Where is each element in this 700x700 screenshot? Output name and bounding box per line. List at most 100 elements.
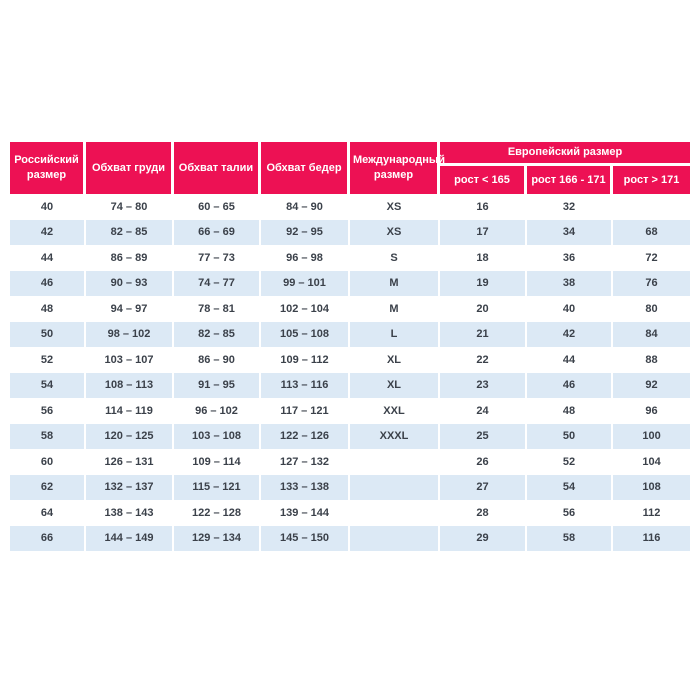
table-cell: 103 – 108 xyxy=(174,423,261,449)
table-cell: 74 – 77 xyxy=(174,270,261,296)
table-cell: 29 xyxy=(440,525,527,551)
table-cell: 129 – 134 xyxy=(174,525,261,551)
table-cell xyxy=(350,474,440,500)
table-cell: 60 xyxy=(10,449,86,475)
table-cell: 98 – 102 xyxy=(86,321,174,347)
table-cell: 109 – 114 xyxy=(174,449,261,475)
table-cell: 122 – 126 xyxy=(261,423,350,449)
table-row: 54 108 – 113 91 – 95 113 – 116 XL 23 46 92 xyxy=(10,372,691,398)
table-cell: 21 xyxy=(440,321,527,347)
table-cell: 88 xyxy=(613,347,691,373)
table-cell: 115 – 121 xyxy=(174,474,261,500)
header-european-size: Европейский размер xyxy=(440,142,691,166)
table-cell: 102 – 104 xyxy=(261,296,350,322)
table-cell: 19 xyxy=(440,270,527,296)
table-cell: 40 xyxy=(10,194,86,220)
table-cell: XS xyxy=(350,219,440,245)
table-cell: 62 xyxy=(10,474,86,500)
table-cell: 34 xyxy=(527,219,613,245)
table-header: Российский размер Обхват груди Обхват та… xyxy=(10,142,691,194)
table-row: 66 144 – 149 129 – 134 145 – 150 29 58 116 xyxy=(10,525,691,551)
table-header-row: Российский размер Обхват груди Обхват та… xyxy=(10,142,691,194)
table-cell: 96 xyxy=(613,398,691,424)
table-cell: 54 xyxy=(10,372,86,398)
table-cell: XXXL xyxy=(350,423,440,449)
table-cell xyxy=(350,449,440,475)
table-cell: 58 xyxy=(527,525,613,551)
table-cell: 90 – 93 xyxy=(86,270,174,296)
table-cell: 138 – 143 xyxy=(86,500,174,526)
table-cell: 20 xyxy=(440,296,527,322)
table-body: 40 74 – 80 60 – 65 84 – 90 XS 16 32 42 82 – 85 6… xyxy=(10,194,691,551)
table-row: 46 90 – 93 74 – 77 99 – 101 M 19 38 76 xyxy=(10,270,691,296)
table-cell: 68 xyxy=(613,219,691,245)
table-cell: 22 xyxy=(440,347,527,373)
table-cell: 145 – 150 xyxy=(261,525,350,551)
table-cell: 139 – 144 xyxy=(261,500,350,526)
table-cell: 96 – 102 xyxy=(174,398,261,424)
header-russian-size: Российский размер xyxy=(10,142,86,194)
table-cell: 122 – 128 xyxy=(174,500,261,526)
table-cell: 91 – 95 xyxy=(174,372,261,398)
table-cell: 86 – 90 xyxy=(174,347,261,373)
table-row: 62 132 – 137 115 – 121 133 – 138 27 54 108 xyxy=(10,474,691,500)
table-row: 40 74 – 80 60 – 65 84 – 90 XS 16 32 xyxy=(10,194,691,220)
table-cell: 40 xyxy=(527,296,613,322)
table-cell: 25 xyxy=(440,423,527,449)
header-height-gt-171: рост > 171 xyxy=(613,166,691,194)
table-cell: 56 xyxy=(527,500,613,526)
table-cell: 26 xyxy=(440,449,527,475)
table-cell: M xyxy=(350,270,440,296)
table-cell: 44 xyxy=(10,245,86,271)
table-cell: XL xyxy=(350,372,440,398)
table-cell: 82 – 85 xyxy=(174,321,261,347)
table-row: 50 98 – 102 82 – 85 105 – 108 L 21 42 84 xyxy=(10,321,691,347)
table-cell: XXL xyxy=(350,398,440,424)
table-cell: 104 xyxy=(613,449,691,475)
table-cell: 116 xyxy=(613,525,691,551)
table-cell: 84 – 90 xyxy=(261,194,350,220)
table-cell: 42 xyxy=(527,321,613,347)
table-cell: 32 xyxy=(527,194,613,220)
header-waist: Обхват талии xyxy=(174,142,261,194)
table-cell: 114 – 119 xyxy=(86,398,174,424)
table-cell: 92 – 95 xyxy=(261,219,350,245)
table-cell: 76 xyxy=(613,270,691,296)
table-cell: 66 xyxy=(10,525,86,551)
table-cell: 52 xyxy=(10,347,86,373)
table-cell: 24 xyxy=(440,398,527,424)
table-cell: 86 – 89 xyxy=(86,245,174,271)
table-cell: 108 – 113 xyxy=(86,372,174,398)
table-cell: 58 xyxy=(10,423,86,449)
table-cell: 109 – 112 xyxy=(261,347,350,373)
table-cell: 46 xyxy=(10,270,86,296)
table-cell: 82 – 85 xyxy=(86,219,174,245)
table-cell: 48 xyxy=(10,296,86,322)
table-cell: 112 xyxy=(613,500,691,526)
table-cell: 48 xyxy=(527,398,613,424)
table-cell: 50 xyxy=(10,321,86,347)
table-cell: 23 xyxy=(440,372,527,398)
table-cell: 38 xyxy=(527,270,613,296)
table-cell: 144 – 149 xyxy=(86,525,174,551)
table-row: 58 120 – 125 103 – 108 122 – 126 XXXL 25 50 100 xyxy=(10,423,691,449)
table-cell xyxy=(350,525,440,551)
header-international-size: Международный размер xyxy=(350,142,445,194)
table-cell: 120 – 125 xyxy=(86,423,174,449)
table-cell: 28 xyxy=(440,500,527,526)
table-cell: 72 xyxy=(613,245,691,271)
table-cell: 132 – 137 xyxy=(86,474,174,500)
table-cell: 77 – 73 xyxy=(174,245,261,271)
table-cell: M xyxy=(350,296,440,322)
table-cell: 66 – 69 xyxy=(174,219,261,245)
table-cell: 16 xyxy=(440,194,527,220)
table-cell: 78 – 81 xyxy=(174,296,261,322)
table-cell: 94 – 97 xyxy=(86,296,174,322)
table-cell: 27 xyxy=(440,474,527,500)
table-cell: XS xyxy=(350,194,440,220)
table-cell: 133 – 138 xyxy=(261,474,350,500)
table-cell: 46 xyxy=(527,372,613,398)
table-cell: 54 xyxy=(527,474,613,500)
table-cell: L xyxy=(350,321,440,347)
